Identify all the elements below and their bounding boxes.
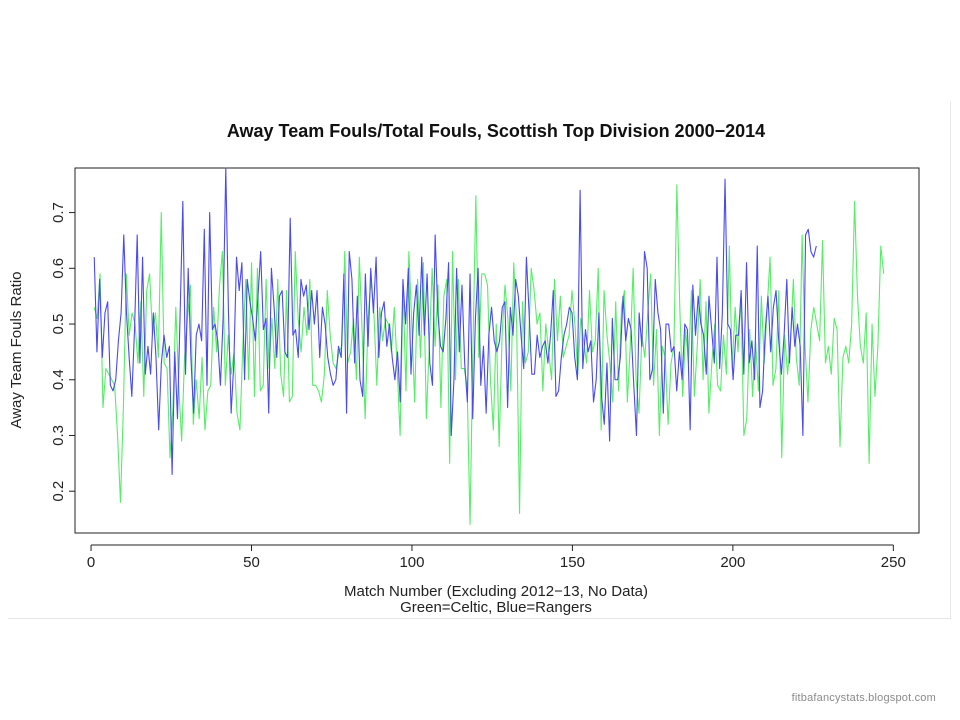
series-line-celtic xyxy=(93,184,885,526)
x-tick-label: 50 xyxy=(243,554,260,571)
chart-panel: 0 50 100 150 200 250 0.2 0.3 0.4 0.5 0.6 0.7 Away T… xyxy=(8,102,951,619)
y-tick-label: 0.4 xyxy=(50,369,67,390)
plot-area xyxy=(74,167,920,534)
plot-box xyxy=(74,167,920,534)
y-tick-label: 0.3 xyxy=(50,425,67,446)
y-tick-label: 0.5 xyxy=(50,314,67,335)
x-axis-label: Match Number (Excluding 2012−13, No Data… xyxy=(344,583,648,600)
x-axis-label-legend: Green=Celtic, Blue=Rangers xyxy=(400,599,592,616)
y-axis-label: Away Team Fouls Ratio xyxy=(8,271,25,428)
x-tick-label: 0 xyxy=(87,554,95,571)
axes-layer: 0 50 100 150 200 250 0.2 0.3 0.4 0.5 0.6 0.7 xyxy=(50,202,906,571)
line-chart: 0 50 100 150 200 250 0.2 0.3 0.4 0.5 0.6 0.7 Away T… xyxy=(8,121,920,616)
y-tick-label: 0.7 xyxy=(50,202,67,223)
x-tick-label: 150 xyxy=(560,554,585,571)
x-tick-label: 200 xyxy=(720,554,745,571)
y-tick-label: 0.2 xyxy=(50,481,67,502)
series-line-rangers xyxy=(93,167,817,476)
chart-title: Away Team Fouls/Total Fouls, Scottish To… xyxy=(227,121,765,141)
series-layer xyxy=(93,167,885,526)
x-tick-label: 250 xyxy=(881,554,906,571)
y-tick-label: 0.6 xyxy=(50,258,67,279)
blog-watermark: fitbafancystats.blogspot.com xyxy=(791,692,936,704)
x-tick-label: 100 xyxy=(399,554,424,571)
